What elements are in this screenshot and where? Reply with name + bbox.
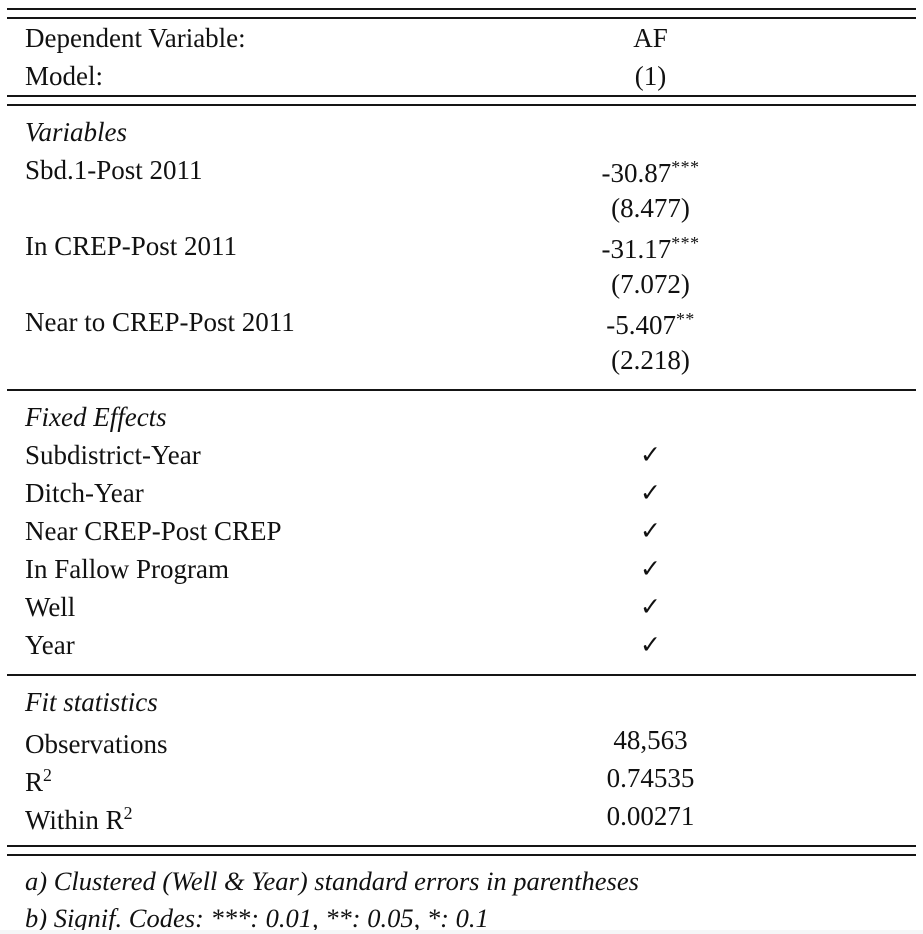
table-notes: a) Clustered (Well & Year) standard erro… [7, 856, 916, 934]
fixed-effect-row: Year ✓ [7, 626, 916, 664]
checkmark-icon: ✓ [640, 630, 661, 659]
variables-section-label: Variables [25, 117, 128, 147]
checkmark-icon: ✓ [640, 516, 661, 545]
fixed-effect-row: Well ✓ [7, 588, 916, 626]
coefficient-value: -30.87*** [601, 157, 700, 188]
model-value: (1) [634, 61, 667, 91]
fixed-effects-section: Fixed Effects Subdistrict-Year ✓ Ditch-Y… [7, 391, 916, 674]
checkmark-icon: ✓ [640, 592, 661, 621]
dependent-variable-value: AF [633, 23, 668, 53]
fit-statistics-section-label: Fit statistics [25, 687, 158, 717]
table-header: Dependent Variable: AF Model: (1) [7, 19, 916, 95]
model-label: Model: [25, 61, 103, 91]
coefficient-value: -31.17*** [601, 233, 700, 264]
variable-label: Sbd.1-Post 2011 [25, 155, 203, 185]
variable-row: In CREP-Post 2011 -31.17*** [7, 227, 916, 265]
fixed-effect-row: Near CREP-Post CREP ✓ [7, 512, 916, 550]
fit-statistic-row: R2 0.74535 [7, 759, 916, 797]
fit-statistic-label: R2 [25, 764, 52, 797]
fixed-effects-section-header: Fixed Effects [7, 398, 916, 436]
fit-statistic-value: 0.00271 [606, 801, 695, 831]
fixed-effect-row: Ditch-Year ✓ [7, 474, 916, 512]
bottom-double-rule [7, 845, 916, 856]
fixed-effects-bottom-rule [7, 674, 916, 676]
significance-stars: ** [675, 309, 695, 330]
variable-label: In CREP-Post 2011 [25, 231, 238, 261]
fixed-effects-section-label: Fixed Effects [25, 402, 167, 432]
fit-statistic-label: Within R2 [25, 802, 133, 835]
fixed-effect-label: Near CREP-Post CREP [25, 516, 282, 546]
variable-row: Near to CREP-Post 2011 -5.407** [7, 303, 916, 341]
standard-error-row: (2.218) [7, 341, 916, 379]
standard-error-value: (8.477) [611, 193, 690, 223]
variables-section-header: Variables [7, 113, 916, 151]
variable-row: Sbd.1-Post 2011 -30.87*** [7, 151, 916, 189]
fixed-effect-label: Ditch-Year [25, 478, 144, 508]
bottom-edge-strip [0, 930, 923, 934]
standard-error-row: (8.477) [7, 189, 916, 227]
note-clustered-se: a) Clustered (Well & Year) standard erro… [25, 866, 639, 896]
fixed-effect-row: In Fallow Program ✓ [7, 550, 916, 588]
checkmark-icon: ✓ [640, 554, 661, 583]
coefficient-value: -5.407** [606, 309, 695, 340]
dependent-variable-row: Dependent Variable: AF [7, 19, 916, 57]
dependent-variable-label: Dependent Variable: [25, 23, 246, 53]
top-double-rule [7, 8, 916, 19]
note-signif-codes: b) Signif. Codes: ***: 0.01, **: 0.05, *… [25, 903, 489, 933]
significance-stars: *** [671, 233, 700, 254]
variable-label: Near to CREP-Post 2011 [25, 307, 295, 337]
standard-error-row: (7.072) [7, 265, 916, 303]
checkmark-icon: ✓ [640, 440, 661, 469]
standard-error-value: (7.072) [611, 269, 690, 299]
header-double-rule [7, 95, 916, 106]
variables-bottom-rule [7, 389, 916, 391]
fit-statistic-value: 0.74535 [606, 763, 695, 793]
fixed-effect-label: In Fallow Program [25, 554, 229, 584]
fit-statistic-label: Observations [25, 728, 168, 759]
fit-statistic-value: 48,563 [613, 725, 688, 755]
variables-section: Variables Sbd.1-Post 2011 -30.87*** (8.4… [7, 106, 916, 389]
fit-statistics-section: Fit statistics Observations 48,563 R2 0.… [7, 676, 916, 845]
checkmark-icon: ✓ [640, 478, 661, 507]
standard-error-value: (2.218) [611, 345, 690, 375]
fixed-effect-label: Well [25, 592, 76, 622]
fixed-effect-row: Subdistrict-Year ✓ [7, 436, 916, 474]
fixed-effect-label: Year [25, 630, 75, 660]
fit-statistic-row: Observations 48,563 [7, 721, 916, 759]
fit-statistics-section-header: Fit statistics [7, 683, 916, 721]
significance-stars: *** [671, 157, 700, 178]
fixed-effect-label: Subdistrict-Year [25, 440, 201, 470]
fit-statistic-row: Within R2 0.00271 [7, 797, 916, 835]
model-row: Model: (1) [7, 57, 916, 95]
